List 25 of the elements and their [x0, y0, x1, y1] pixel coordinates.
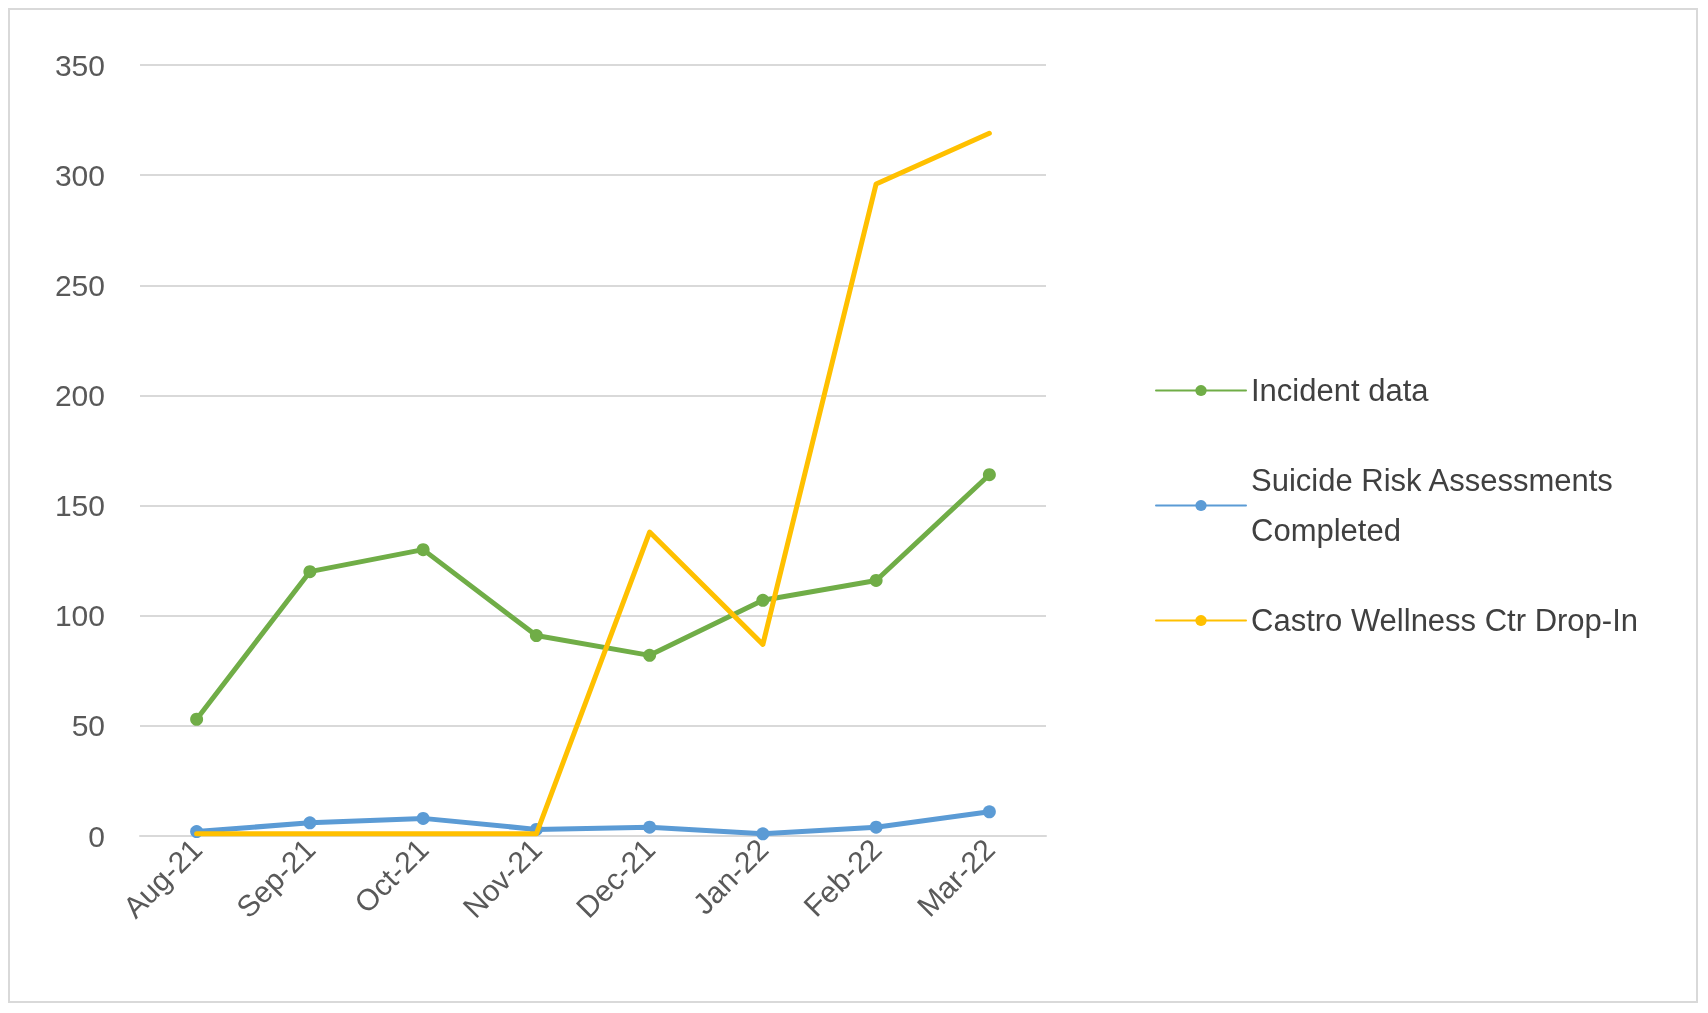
y-tick-label: 50	[71, 709, 105, 743]
legend-label: Suicide Risk Assessments Completed	[1251, 463, 1622, 548]
point	[756, 593, 770, 607]
point	[869, 820, 883, 834]
point	[643, 648, 657, 662]
point	[982, 468, 996, 482]
y-tick-label: 0	[88, 819, 105, 853]
point	[643, 820, 657, 834]
point	[756, 827, 770, 841]
point	[416, 543, 430, 557]
point	[869, 573, 883, 587]
y-tick-label: 300	[54, 158, 105, 192]
y-tick-label: 200	[54, 378, 105, 412]
y-tick-label: 250	[54, 268, 105, 302]
legend-label: Incident data	[1251, 373, 1430, 408]
point	[303, 565, 317, 579]
point	[303, 816, 317, 830]
point	[190, 712, 204, 726]
legend-label: Castro Wellness Ctr Drop-In	[1251, 603, 1639, 638]
y-tick-label: 150	[54, 489, 105, 523]
point	[529, 629, 543, 643]
point	[982, 805, 996, 819]
point	[416, 811, 430, 825]
y-tick-label: 350	[54, 48, 105, 82]
y-tick-label: 100	[54, 599, 105, 633]
